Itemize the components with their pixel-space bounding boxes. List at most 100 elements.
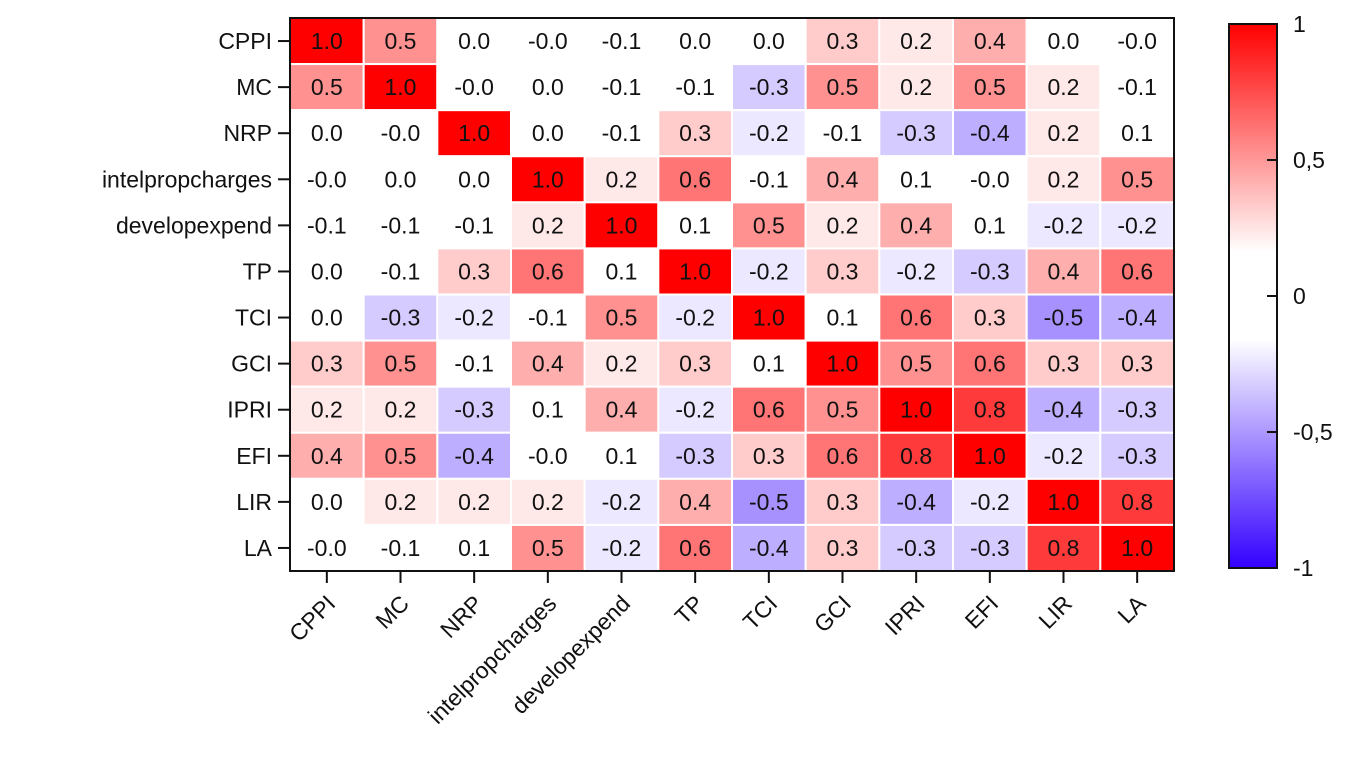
- cell-value-label: -0.4: [454, 443, 494, 469]
- heatmap-value-labels: 1.0 0.5 0.0 -0.0 -0.1 0.0 0.0 0.3 0.2 0.4 0.0 -0.0 0…: [307, 28, 1157, 561]
- cell-value-label: -0.2: [896, 258, 936, 284]
- column-label: TCI: [738, 590, 783, 635]
- cell-value-label: -0.3: [454, 397, 494, 423]
- cell-value-label: -0.4: [896, 489, 936, 515]
- cell-value-label: 0.8: [1121, 489, 1153, 515]
- heatmap-cell: [878, 63, 954, 112]
- cell-value-label: -0.0: [307, 535, 347, 561]
- cell-value-label: 0.6: [900, 305, 932, 331]
- cell-value-label: 0.5: [606, 305, 638, 331]
- heatmap-cell: [436, 109, 513, 158]
- heatmap-cell: [804, 17, 881, 66]
- cell-value-label: -0.2: [602, 535, 642, 561]
- cell-value-label: 0.2: [311, 397, 343, 423]
- cell-value-label: 0.2: [532, 212, 564, 238]
- cell-value-label: -0.3: [970, 535, 1010, 561]
- cell-value-label: 0.3: [974, 305, 1006, 331]
- heatmap-cell: [731, 385, 807, 434]
- cell-value-label: 0.1: [679, 212, 711, 238]
- heatmap-cells: [289, 17, 1176, 573]
- heatmap-cell: [436, 201, 513, 250]
- cell-value-label: 0.0: [311, 258, 343, 284]
- cell-value-label: 0.1: [458, 535, 490, 561]
- heatmap-cell: [1099, 17, 1176, 66]
- heatmap-cell: [657, 247, 733, 296]
- heatmap-cell: [362, 523, 439, 573]
- heatmap-cell: [583, 63, 660, 112]
- heatmap-cell: [731, 339, 807, 388]
- cell-value-label: 0.4: [679, 489, 711, 515]
- colorbar-ticks: 1 0,5 0 -0,5 -1: [1267, 11, 1333, 581]
- heatmap-cell: [1099, 109, 1176, 158]
- heatmap-cell: [1099, 155, 1176, 204]
- cell-value-label: 0.0: [311, 120, 343, 146]
- cell-value-label: 0.3: [827, 535, 859, 561]
- heatmap-cell: [804, 63, 881, 112]
- cell-value-label: 0.1: [974, 212, 1006, 238]
- cell-value-label: 0.0: [1048, 28, 1080, 54]
- heatmap-cell: [657, 155, 733, 204]
- cell-value-label: 0.4: [1048, 258, 1080, 284]
- cell-value-label: 0.5: [311, 74, 343, 100]
- cell-value-label: 0.4: [974, 28, 1006, 54]
- colorbar-tick-label: 1: [1293, 11, 1306, 37]
- column-label: CPPI: [284, 590, 340, 646]
- cell-value-label: -0.2: [454, 305, 494, 331]
- cell-value-label: -0.0: [381, 120, 421, 146]
- cell-value-label: 0.5: [385, 28, 417, 54]
- colorbar-tick-label: 0: [1293, 283, 1306, 309]
- cell-value-label: -0.2: [602, 489, 642, 515]
- heatmap-cell: [289, 155, 365, 204]
- column-label: NRP: [435, 590, 488, 643]
- cell-value-label: 0.5: [974, 74, 1006, 100]
- cell-value-label: -0.1: [528, 305, 568, 331]
- heatmap-cell: [731, 63, 807, 112]
- cell-value-label: 0.5: [827, 397, 859, 423]
- cell-value-label: 0.1: [753, 351, 785, 377]
- cell-value-label: -0.2: [749, 120, 789, 146]
- heatmap-cell: [731, 477, 807, 526]
- cell-value-label: 0.5: [827, 74, 859, 100]
- cell-value-label: 0.2: [532, 489, 564, 515]
- cell-value-label: -0.3: [749, 74, 789, 100]
- heatmap-cell: [1099, 431, 1176, 480]
- cell-value-label: -0.2: [749, 258, 789, 284]
- heatmap-cell: [731, 431, 807, 480]
- cell-value-label: -0.0: [528, 28, 568, 54]
- cell-value-label: 0.5: [753, 212, 785, 238]
- heatmap-cell: [657, 17, 733, 66]
- cell-value-label: -0.0: [307, 166, 347, 192]
- heatmap-cell: [362, 63, 439, 112]
- cell-value-label: 1.0: [1048, 489, 1080, 515]
- plot-frame: [289, 17, 1175, 572]
- cell-value-label: 0.3: [1121, 351, 1153, 377]
- cell-value-label: 0.5: [1121, 166, 1153, 192]
- cell-value-label: 0.4: [532, 351, 564, 377]
- cell-value-label: -0.2: [1044, 443, 1084, 469]
- cell-value-label: 1.0: [532, 166, 564, 192]
- cell-value-label: 0.0: [532, 74, 564, 100]
- cell-value-label: 0.6: [974, 351, 1006, 377]
- cell-value-label: -0.1: [454, 351, 494, 377]
- heatmap-cell: [731, 523, 807, 573]
- cell-value-label: 1.0: [679, 258, 711, 284]
- heatmap-cell: [1025, 477, 1102, 526]
- column-label: IPRI: [880, 590, 930, 640]
- cell-value-label: 0.0: [385, 166, 417, 192]
- cell-value-label: 0.6: [753, 397, 785, 423]
- heatmap-cell: [583, 201, 660, 250]
- row-label: TCI: [235, 305, 272, 331]
- heatmap-cell: [731, 109, 807, 158]
- heatmap-cell: [878, 247, 954, 296]
- column-label: MC: [370, 590, 414, 634]
- heatmap-cell: [804, 201, 881, 250]
- cell-value-label: 0.8: [1048, 535, 1080, 561]
- cell-value-label: 0.4: [827, 166, 859, 192]
- cell-value-label: 1.0: [606, 212, 638, 238]
- row-label: NRP: [223, 120, 272, 146]
- cell-value-label: 0.2: [385, 489, 417, 515]
- row-label: CPPI: [218, 28, 272, 54]
- cell-value-label: 0.1: [1121, 120, 1153, 146]
- cell-value-label: -0.5: [749, 489, 789, 515]
- cell-value-label: -0.0: [1117, 28, 1157, 54]
